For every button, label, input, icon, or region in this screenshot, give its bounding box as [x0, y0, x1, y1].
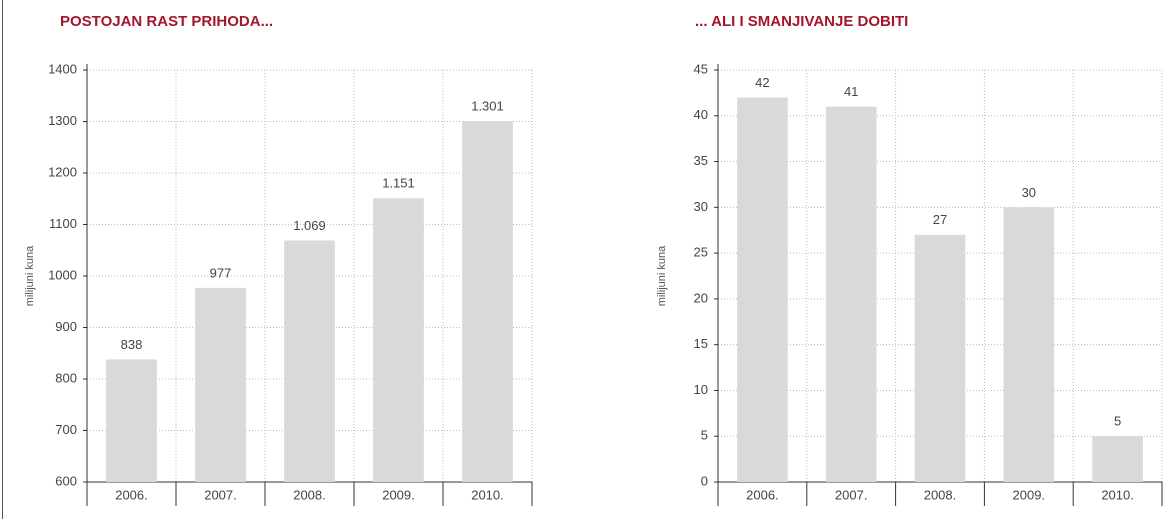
- x-tick-label: 2007.: [204, 487, 237, 502]
- value-label: 30: [1022, 185, 1036, 200]
- chart-title: ... ALI I SMANJIVANJE DOBITI: [695, 13, 908, 30]
- y-tick-label: 700: [55, 422, 77, 437]
- bar: [373, 198, 424, 483]
- y-tick-label: 15: [694, 336, 708, 351]
- x-tick-label: 2006.: [115, 487, 148, 502]
- value-label: 41: [844, 84, 858, 99]
- y-tick-label: 800: [55, 370, 77, 385]
- value-label: 27: [933, 212, 947, 227]
- y-tick-label: 45: [694, 61, 708, 76]
- value-label: 5: [1114, 414, 1121, 429]
- bar: [195, 287, 246, 482]
- bar: [914, 234, 966, 482]
- y-tick-label: 20: [694, 290, 708, 305]
- y-tick-label: 30: [694, 199, 708, 214]
- x-tick-label: 2008.: [924, 487, 957, 502]
- value-label: 42: [755, 75, 769, 90]
- bar: [462, 120, 513, 483]
- y-tick-label: 1300: [48, 113, 77, 128]
- y-tick-label: 0: [701, 473, 708, 488]
- bar: [825, 106, 877, 482]
- x-tick-label: 2009.: [382, 487, 415, 502]
- value-label: 1.301: [471, 98, 504, 113]
- x-tick-label: 2007.: [835, 487, 868, 502]
- y-tick-label: 25: [694, 245, 708, 260]
- chart-title: POSTOJAN RAST PRIHODA...: [60, 13, 273, 30]
- y-tick-label: 40: [694, 107, 708, 122]
- y-tick-label: 1100: [49, 216, 77, 231]
- bar: [1003, 207, 1055, 483]
- bar: [106, 359, 157, 482]
- x-tick-label: 2010.: [1101, 487, 1134, 502]
- x-tick-label: 2006.: [746, 487, 779, 502]
- x-tick-label: 2008.: [293, 487, 326, 502]
- x-tick-label: 2009.: [1013, 487, 1046, 502]
- bar: [284, 240, 335, 482]
- y-tick-label: 900: [55, 319, 77, 334]
- value-label: 977: [210, 265, 232, 280]
- x-tick-label: 2010.: [471, 487, 504, 502]
- y-tick-label: 600: [55, 473, 77, 488]
- value-label: 1.069: [293, 218, 326, 233]
- y-tick-label: 5: [701, 428, 708, 443]
- y-tick-label: 35: [694, 153, 708, 168]
- bar: [1092, 436, 1143, 482]
- y-tick-label: 1000: [48, 267, 77, 282]
- y-tick-label: 1200: [48, 164, 77, 179]
- value-label: 838: [121, 337, 143, 352]
- value-label: 1.151: [382, 176, 415, 191]
- y-tick-label: 10: [694, 382, 708, 397]
- y-axis-label: milijuni kuna: [656, 245, 668, 306]
- y-tick-label: 1400: [48, 61, 77, 76]
- y-axis-label: milijuni kuna: [24, 245, 36, 306]
- bar: [737, 97, 788, 482]
